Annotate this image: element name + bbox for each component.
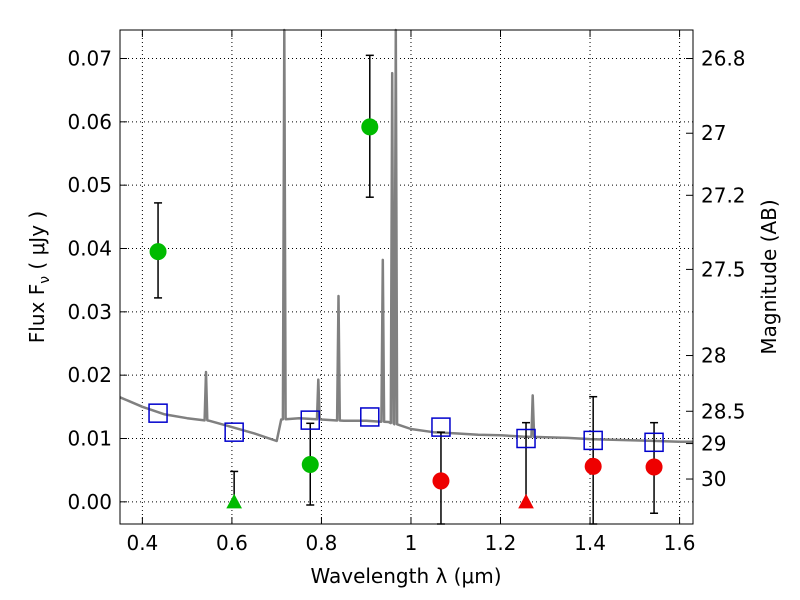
y-tick-label: 0.04	[67, 237, 112, 261]
model-photometry-square	[431, 417, 451, 437]
y2-tick-label: 26.8	[701, 47, 746, 71]
x-tick-label: 1.4	[574, 531, 606, 555]
x-tick-label: 1.2	[485, 531, 517, 555]
y-tick-label: 0.06	[67, 110, 112, 134]
y-tick-label: 0.00	[67, 490, 112, 514]
model-photometry-square	[300, 410, 321, 430]
y-tick-label: 0.03	[67, 300, 112, 324]
model-photometry-square	[148, 403, 168, 423]
y2-tick-label: 28.5	[701, 399, 746, 423]
x-tick-label: 0.8	[306, 531, 338, 555]
upper-limit-triangle	[518, 493, 534, 509]
y-axis-title: Flux Fν ( μJy )	[25, 211, 53, 343]
x-tick-label: 0.6	[216, 531, 248, 555]
y-axis-title-main: Flux F	[25, 284, 49, 343]
y-axis-title-units: ( μJy )	[25, 211, 49, 276]
y-tick-label: 0.07	[67, 47, 112, 71]
ticks: 0.4 0.6 0.8 1 1.2 1.4 1.6 0.00 0.01 0.02 0.03 0.04 0…	[67, 30, 746, 555]
model-photometry-square	[360, 407, 380, 427]
y2-tick-label: 27	[701, 121, 726, 145]
x-tick-label: 1.6	[664, 531, 696, 555]
y-tick-label: 0.05	[67, 173, 112, 197]
model-photometry-square	[583, 430, 603, 451]
y-axis-title-sub: ν	[37, 276, 53, 284]
data-point-circle	[361, 118, 379, 136]
data-point-circle	[645, 458, 663, 476]
y2-tick-label: 28	[701, 344, 726, 368]
model-photometry-square	[224, 422, 244, 442]
x-axis-title: Wavelength λ (μm)	[310, 564, 501, 588]
y2-tick-label: 30	[701, 467, 726, 491]
y2-tick-label: 27.5	[701, 257, 746, 281]
data-point-circle	[149, 243, 167, 261]
x-tick-label: 0.4	[126, 531, 158, 555]
model-photometry-square	[644, 432, 664, 453]
upper-limit-triangle	[226, 493, 242, 509]
data-point-circle	[432, 472, 450, 490]
model-photometry-square	[516, 428, 536, 449]
y-tick-label: 0.01	[67, 427, 112, 451]
y2-tick-label: 29	[701, 432, 726, 456]
data-point-circle	[584, 457, 602, 475]
data-point-circle	[301, 455, 319, 473]
y2-axis-title: Magnitude (AB)	[757, 199, 781, 354]
plot-frame	[119, 29, 694, 525]
plot-background	[120, 30, 693, 524]
y2-tick-label: 27.2	[701, 183, 746, 207]
y-tick-label: 0.02	[67, 363, 112, 387]
x-tick-label: 1	[405, 531, 418, 555]
